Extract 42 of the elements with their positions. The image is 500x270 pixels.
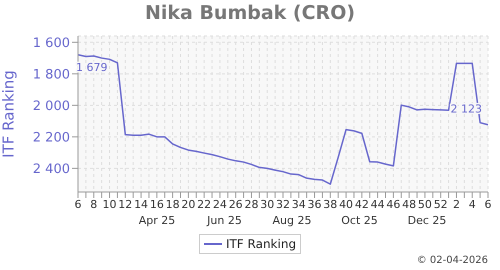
x-tick-label: 22 [197,198,212,211]
x-tick-label: 36 [308,198,322,211]
x-tick-label: 2 [452,198,460,211]
y-tick-label: 2 200 [32,130,70,146]
y-tick-label: 1 800 [32,67,70,82]
chart-title: Nika Bumbak (CRO) [144,2,356,24]
x-tick-label: 28 [244,198,258,211]
x-tick-label: 20 [181,198,196,211]
x-tick-label: 18 [166,198,180,211]
x-tick-label: 44 [370,198,385,211]
x-tick-label: 12 [118,198,132,211]
x-tick-label: 34 [292,198,306,211]
text: Apr 25 [138,214,176,227]
y-tick-label: 2 000 [32,98,70,114]
x-tick-label: 48 [402,198,416,211]
x-tick-label: 38 [323,198,338,211]
text: Aug 25 [272,214,312,227]
x-tick-label: 42 [354,198,369,211]
y-axis-title: ITF Ranking [0,70,18,158]
x-tick-label: 16 [150,198,164,211]
x-tick-label: 50 [418,198,432,211]
x-tick-label: 26 [228,198,243,211]
x-tick-label: 32 [276,198,290,211]
x-tick-label: 24 [212,198,227,211]
x-tick-label: 52 [434,198,448,211]
x-tick-label: 40 [339,198,354,211]
line-series [77,54,489,185]
x-tick-label: 4 [468,198,476,211]
x-tick-label: 30 [260,198,274,211]
text: Oct 25 [340,214,379,227]
text: Jun 25 [206,214,243,227]
y-tick-label: 1 600 [32,36,70,51]
x-tick-label: 6 [484,198,492,211]
x-tick-label: 46 [386,198,400,211]
text: © 02-04-2026 [416,255,488,266]
x-tick-label: 8 [90,198,98,211]
y-tick-label: 2 400 [32,162,70,177]
text: Dec 25 [406,214,448,227]
legend-label: ITF Ranking [226,237,296,251]
x-tick-label: 14 [134,198,148,211]
x-tick-label: 6 [74,198,82,211]
x-tick-label: 10 [102,198,117,211]
